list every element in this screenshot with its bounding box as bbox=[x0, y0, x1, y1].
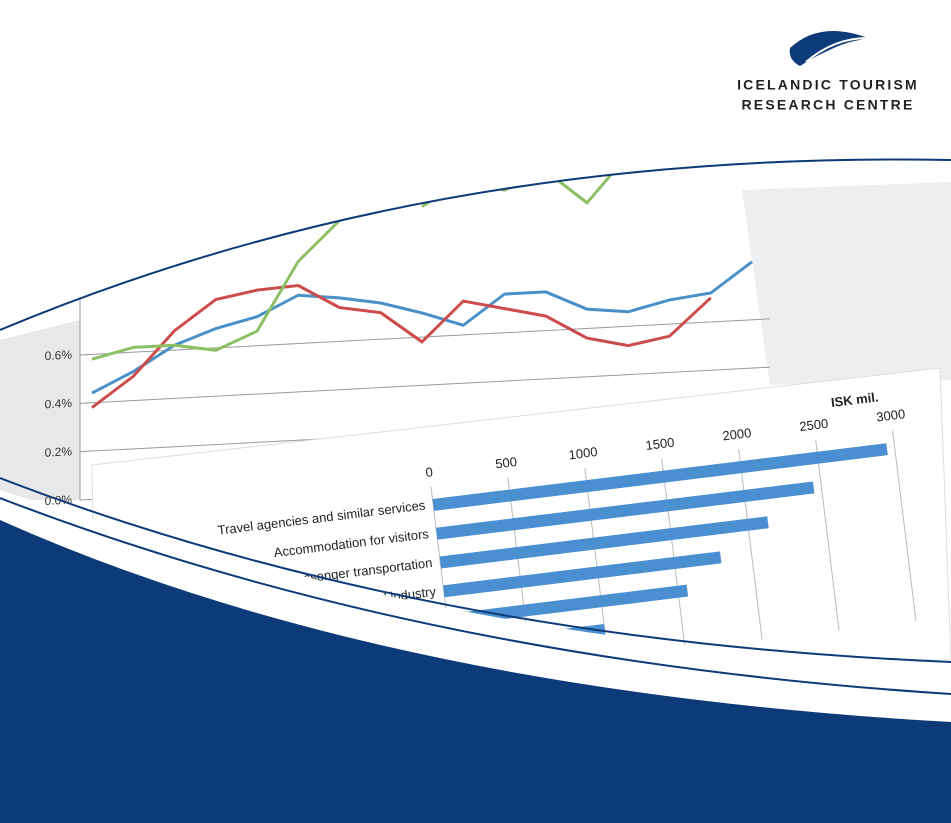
grid-line bbox=[738, 449, 763, 640]
panel-shade bbox=[0, 320, 80, 500]
logo-mark bbox=[789, 30, 868, 67]
x-tick-label: 3000 bbox=[875, 406, 906, 424]
logo-stripe bbox=[817, 39, 869, 59]
x-tick-label: 0 bbox=[425, 464, 434, 480]
swoosh bbox=[0, 520, 951, 823]
bar bbox=[432, 443, 888, 511]
bar bbox=[443, 551, 722, 598]
grid-line bbox=[815, 439, 840, 631]
bar bbox=[439, 516, 769, 569]
x-tick-label: 2500 bbox=[799, 416, 830, 434]
grid-line bbox=[80, 366, 770, 404]
y-tick-label: 0.4% bbox=[45, 396, 73, 411]
series-line bbox=[91, 284, 712, 409]
swoosh-line bbox=[0, 497, 951, 695]
swoosh-line bbox=[0, 158, 951, 331]
org-name: RESEARCH CENTRE bbox=[741, 97, 914, 113]
logo-stripe bbox=[805, 37, 869, 63]
swoosh-line bbox=[0, 477, 951, 663]
x-tick-label: 1000 bbox=[568, 444, 599, 462]
axis-label: ISK mil. bbox=[830, 389, 879, 410]
x-tick-label: 1500 bbox=[645, 435, 676, 453]
bar bbox=[436, 481, 815, 540]
y-tick-label: 0.2% bbox=[45, 444, 73, 459]
category-label: tion bbox=[418, 613, 441, 630]
panel-shade bbox=[742, 182, 951, 385]
series-line bbox=[91, 260, 753, 395]
logo: ICELANDIC TOURISM RESEARCH CENTRE bbox=[737, 30, 919, 113]
grid-line bbox=[661, 458, 686, 650]
x-tick-label: 500 bbox=[494, 454, 517, 472]
org-name: ICELANDIC TOURISM bbox=[737, 77, 919, 93]
x-tick-label: 2000 bbox=[722, 425, 753, 443]
y-tick-label: 0.6% bbox=[45, 348, 73, 363]
grid-line bbox=[892, 430, 917, 622]
